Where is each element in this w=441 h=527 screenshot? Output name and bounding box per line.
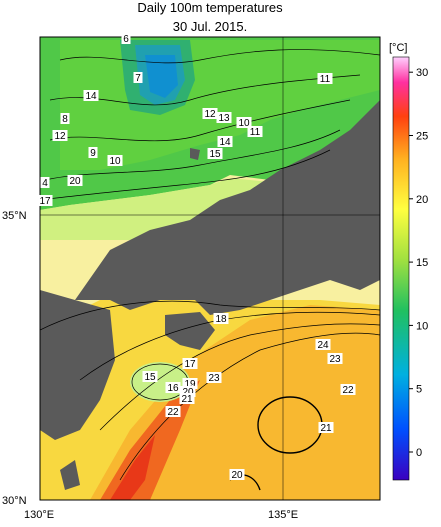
- colorbar-tick-label: 10: [416, 320, 428, 332]
- contour-label: 8: [62, 114, 68, 125]
- contour-label-bg: [165, 406, 181, 417]
- lat-label-30: 30°N: [2, 495, 27, 507]
- lon-label-130: 130°E: [24, 509, 54, 521]
- contour-label-bg: [133, 72, 143, 83]
- colorbar-unit: [°C]: [389, 42, 407, 54]
- contour-label: 23: [208, 373, 220, 384]
- contour-label: 20: [182, 387, 194, 398]
- contour-label-bg: [88, 147, 98, 158]
- contour-label-bg: [206, 372, 222, 383]
- colorbar-ticks: 0 5 10 15 20 25 30: [409, 67, 428, 459]
- contour-label: 14: [219, 137, 231, 148]
- contour-label-bg: [216, 112, 232, 123]
- contour-label: 17: [39, 196, 51, 207]
- colorbar-tick-label: 25: [416, 131, 428, 143]
- contour-label: 15: [144, 372, 156, 383]
- contour-label: 22: [342, 385, 354, 396]
- contour-label: 21: [181, 394, 193, 405]
- contour-label-bg: [327, 353, 343, 364]
- contour-label-bg: [52, 130, 68, 141]
- contour-label-bg: [247, 126, 263, 137]
- colorbar: [392, 56, 410, 481]
- colorbar-tick-label: 5: [416, 384, 422, 396]
- contour-label-bg: [165, 382, 181, 393]
- contour-label-bg: [37, 195, 53, 206]
- contour-label-bg: [67, 175, 83, 186]
- contour-label: 12: [54, 131, 66, 142]
- contour-label: 14: [85, 91, 97, 102]
- contour-label: 17: [184, 359, 196, 370]
- contour-label-bg: [121, 33, 131, 44]
- contour-label: 23: [329, 354, 341, 365]
- contour-label: 15: [209, 149, 221, 160]
- contour-label-bg: [180, 386, 196, 397]
- contour-label: 18: [215, 314, 227, 325]
- contour-label: 12: [204, 109, 216, 120]
- contour-label-bg: [83, 90, 99, 101]
- contour-label-bg: [317, 73, 333, 84]
- contour-label: 11: [250, 127, 261, 138]
- map-title: Daily 100m temperatures: [137, 0, 283, 15]
- contour-label: 4: [42, 178, 48, 189]
- contour-label: 20: [231, 470, 243, 481]
- contour-label: 9: [90, 148, 96, 159]
- colorbar-tick-label: 15: [416, 257, 428, 269]
- contour-label-bg: [318, 422, 334, 433]
- colorbar-tick-label: 30: [416, 67, 428, 79]
- contour-label: 13: [218, 113, 230, 124]
- colorbar-tick-label: 20: [416, 194, 428, 206]
- contour-label: 24: [317, 340, 329, 351]
- contour-label: 6: [123, 34, 129, 45]
- map-date: 30 Jul. 2015.: [172, 19, 248, 34]
- contour-label-bg: [217, 136, 233, 147]
- contour-label-bg: [60, 113, 70, 124]
- contour-label-bg: [179, 393, 195, 404]
- contour-label: 20: [69, 176, 81, 187]
- contour-label-bg: [40, 177, 50, 188]
- contour-label-bg: [236, 117, 252, 128]
- map-frame: [39, 36, 381, 501]
- land: [40, 100, 380, 490]
- contour-label: 19: [184, 379, 196, 390]
- contour-label-bg: [207, 148, 223, 159]
- contour-label-bg: [182, 378, 198, 389]
- contour-label-bg: [107, 155, 123, 166]
- contour-label-bg: [213, 313, 229, 324]
- contour-label: 11: [320, 74, 331, 85]
- contour-label-bg: [229, 469, 245, 480]
- contour-label-bg: [202, 108, 218, 119]
- contour-label: 7: [135, 73, 141, 84]
- contour-label-bg: [340, 384, 356, 395]
- colorbar-tick-label: 0: [416, 447, 422, 459]
- lat-label-35: 35°N: [2, 210, 27, 222]
- contour-label: 21: [320, 423, 332, 434]
- contour-label-bg: [142, 371, 158, 382]
- contour-label: 22: [167, 407, 179, 418]
- contour-label-bg: [182, 358, 198, 369]
- contour-label: 16: [167, 383, 179, 394]
- contour-label: 10: [109, 156, 121, 167]
- contour-label-bg: [315, 339, 331, 350]
- lon-label-135: 135°E: [268, 509, 298, 521]
- contour-label: 10: [238, 118, 250, 129]
